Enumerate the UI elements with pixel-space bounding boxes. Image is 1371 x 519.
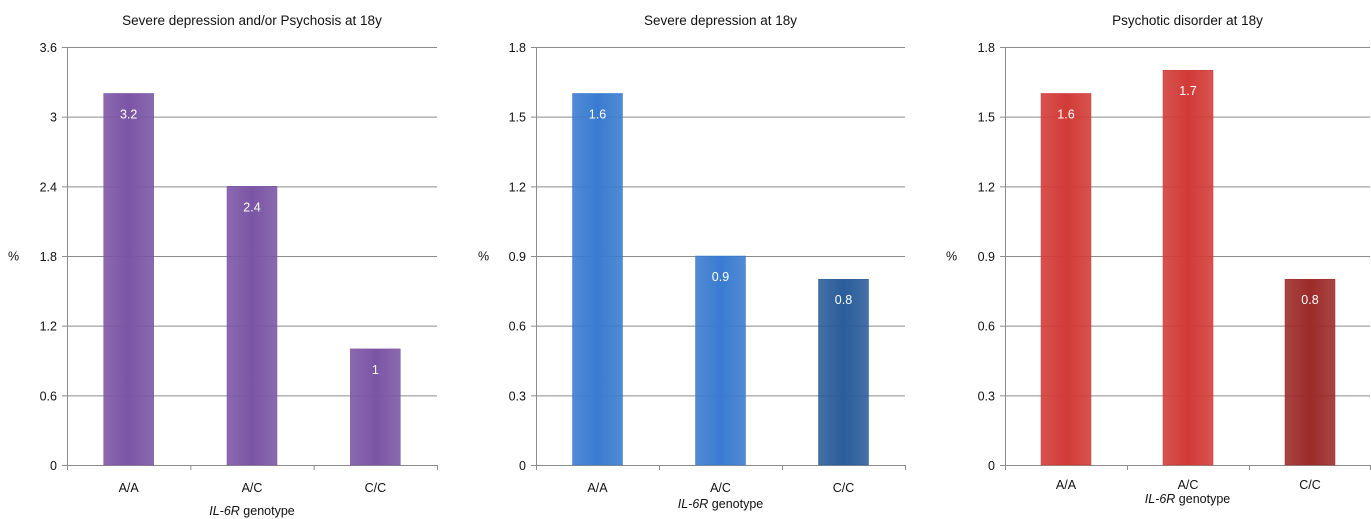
x-category-label: A/A bbox=[1056, 478, 1077, 492]
y-tick-label: 0.6 bbox=[40, 389, 57, 403]
bar-aa bbox=[1040, 93, 1092, 466]
y-tick-label: 0.3 bbox=[509, 389, 526, 403]
chart-panel-3: Psychotic disorder at 18y 0 0.3 0.6 0.9 1.2 1.… bbox=[946, 13, 1371, 506]
x-axis-label: IL-6R genotype bbox=[209, 504, 295, 518]
x-category-label: A/C bbox=[242, 481, 263, 495]
x-axis-label-text: genotype bbox=[708, 497, 763, 511]
y-axis-label: % bbox=[946, 250, 957, 264]
y-tick-label: 2.4 bbox=[40, 180, 57, 194]
y-axis-label: % bbox=[478, 250, 489, 264]
y-tick-label: 3.6 bbox=[40, 41, 57, 55]
y-tick-label: 0.9 bbox=[509, 250, 526, 264]
data-label: 0.8 bbox=[835, 293, 852, 307]
x-category-label: A/A bbox=[119, 481, 140, 495]
data-label: 0.8 bbox=[1301, 293, 1318, 307]
x-axis-label: IL-6R genotype bbox=[1145, 492, 1231, 506]
data-label: 2.4 bbox=[243, 200, 260, 214]
chart-panel-1: Severe depression and/or Psychosis at 18… bbox=[8, 13, 438, 518]
bar-ac bbox=[1162, 69, 1214, 466]
data-label: 1.7 bbox=[1179, 84, 1196, 98]
y-tick-label: 0.6 bbox=[509, 320, 526, 334]
bar-aa bbox=[103, 93, 154, 466]
y-tick-label: 1.5 bbox=[978, 111, 995, 125]
y-tick-label: 0 bbox=[50, 459, 57, 473]
data-label: 0.9 bbox=[712, 270, 729, 284]
y-tick-label: 1.8 bbox=[978, 41, 995, 55]
bar-cc bbox=[818, 278, 869, 466]
x-axis-label-text: genotype bbox=[240, 504, 295, 518]
bar-aa bbox=[572, 93, 623, 466]
chart-title: Severe depression and/or Psychosis at 18… bbox=[122, 13, 382, 28]
data-label: 1 bbox=[372, 363, 379, 377]
x-category-label: A/C bbox=[710, 481, 731, 495]
x-axis-label-text: genotype bbox=[1175, 492, 1230, 506]
x-category-label: A/A bbox=[587, 481, 608, 495]
x-category-label: C/C bbox=[365, 481, 387, 495]
y-tick-label: 0.6 bbox=[978, 320, 995, 334]
x-category-label: A/C bbox=[1178, 478, 1199, 492]
y-tick-label: 1.8 bbox=[40, 250, 57, 264]
y-tick-label: 0 bbox=[988, 459, 995, 473]
chart-panel-2: Severe depression at 18y 0 0.3 0.6 0.9 1.2 1.5… bbox=[478, 13, 906, 511]
y-axis-label: % bbox=[8, 250, 19, 264]
y-tick-label: 0.9 bbox=[978, 250, 995, 264]
y-tick-label: 0 bbox=[519, 459, 526, 473]
y-tick-label: 1.8 bbox=[509, 41, 526, 55]
y-tick-label: 1.2 bbox=[40, 320, 57, 334]
chart-title: Psychotic disorder at 18y bbox=[1112, 13, 1263, 28]
y-tick-label: 1.2 bbox=[978, 180, 995, 194]
bar-cc bbox=[350, 348, 401, 466]
bar-ac bbox=[695, 255, 746, 466]
x-axis-label-gene: IL-6R bbox=[1145, 492, 1176, 506]
y-tick-label: 1.2 bbox=[509, 180, 526, 194]
bar-cc bbox=[1284, 278, 1336, 466]
x-axis-label-gene: IL-6R bbox=[678, 497, 709, 511]
data-label: 3.2 bbox=[120, 107, 137, 121]
x-category-label: C/C bbox=[833, 481, 855, 495]
x-category-label: C/C bbox=[1299, 478, 1321, 492]
data-label: 1.6 bbox=[1057, 107, 1074, 121]
x-axis-label: IL-6R genotype bbox=[678, 497, 764, 511]
bar-ac bbox=[226, 186, 278, 466]
chart-title: Severe depression at 18y bbox=[644, 13, 797, 28]
y-tick-label: 0.3 bbox=[978, 389, 995, 403]
data-label: 1.6 bbox=[589, 107, 606, 121]
y-tick-label: 1.5 bbox=[509, 111, 526, 125]
y-tick-label: 3 bbox=[50, 111, 57, 125]
x-axis-label-gene: IL-6R bbox=[209, 504, 240, 518]
